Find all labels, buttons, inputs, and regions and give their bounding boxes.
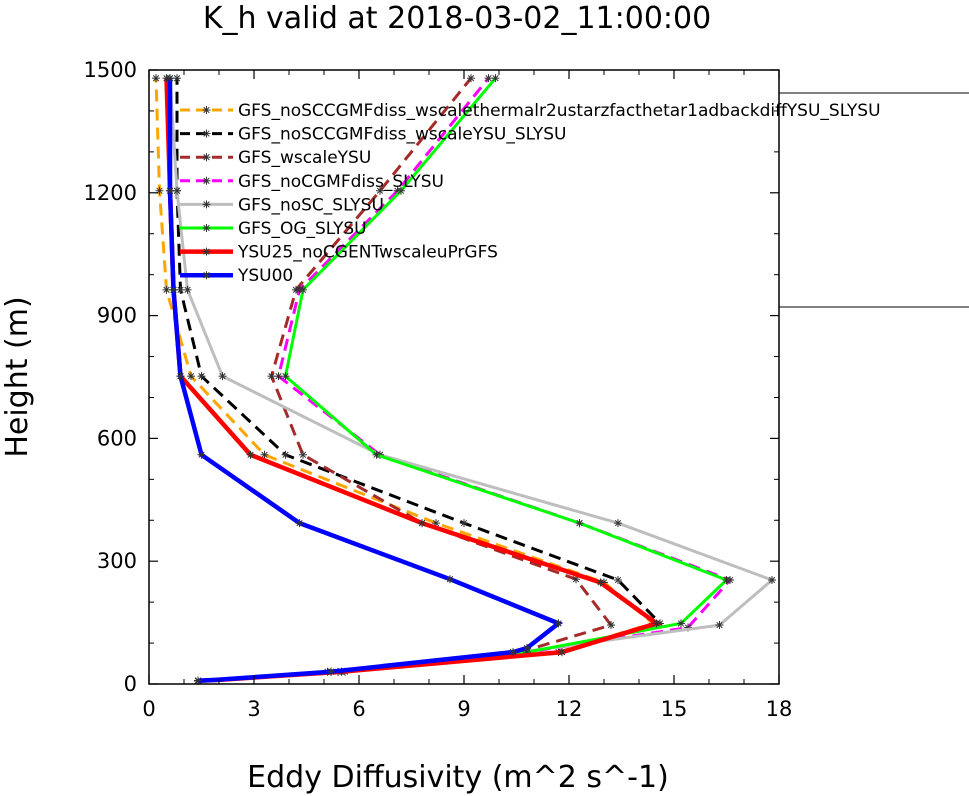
y-tick-label: 300: [97, 549, 137, 573]
series-4-marker: [183, 285, 192, 294]
series-1-marker: [460, 519, 468, 528]
series-0-marker: [152, 74, 160, 83]
y-tick-label: 600: [97, 426, 137, 450]
series-line-5: [197, 77, 730, 683]
series-1-marker: [281, 450, 290, 459]
series-1-marker: [173, 74, 181, 83]
series-4-marker: [614, 519, 622, 528]
series-7-marker: [509, 648, 517, 657]
x-tick-label: 3: [247, 697, 260, 721]
series-4-marker: [173, 186, 181, 195]
legend-label-5: GFS_OG_SLYSU: [238, 219, 367, 239]
series-7-marker: [197, 450, 206, 459]
series-4-marker: [715, 621, 724, 630]
series-0-marker: [187, 372, 195, 381]
ticks-layer: 0 3 6 9 12 15 18 0 300 600 900 1200 1500: [84, 58, 793, 721]
x-tick-label: 6: [352, 697, 365, 721]
series-7-marker: [169, 285, 178, 294]
series-5-marker: [397, 186, 405, 195]
series-line-2: [197, 77, 614, 683]
series-5-marker: [677, 619, 685, 628]
legend-label-1: GFS_noSCCGMFdiss_wscaleYSU_SLYSU: [238, 125, 566, 145]
series-2-marker: [299, 450, 307, 459]
series-1-marker: [614, 576, 622, 585]
series-6-marker: [652, 619, 661, 628]
series-6-marker: [596, 578, 605, 587]
series-6-marker: [558, 648, 566, 657]
series-5-marker: [722, 576, 731, 585]
series-5-marker: [372, 450, 381, 459]
series-6-marker: [418, 519, 426, 528]
series-5-marker: [281, 372, 290, 381]
legend-marker-2: [202, 153, 211, 162]
series-2-marker: [467, 74, 475, 83]
y-tick-label: 1200: [84, 181, 137, 205]
legend-label-2: GFS_wscaleYSU: [238, 148, 371, 168]
series-line-3: [197, 77, 733, 683]
y-tick-label: 0: [124, 672, 137, 696]
legend-label-7: YSU00: [237, 266, 293, 286]
series-7-marker: [295, 519, 304, 528]
series-7-marker: [554, 619, 563, 628]
legend-marker-6: [202, 247, 211, 256]
series-line-1: [175, 78, 663, 683]
series-7-marker: [166, 186, 174, 195]
legend-marker-3: [202, 176, 211, 185]
x-tick-label: 18: [766, 697, 793, 721]
series-2-marker: [607, 621, 615, 630]
legend-marker-0: [202, 106, 211, 114]
series-1-marker: [176, 285, 185, 294]
series-7-marker: [446, 575, 454, 584]
series-3-marker: [274, 372, 283, 381]
legend: GFS_noSCCGMFdiss_wscalethermalr2ustarzfa…: [180, 101, 881, 286]
x-tick-label: 9: [457, 697, 470, 721]
series-0-marker: [162, 285, 171, 294]
x-tick-label: 15: [661, 697, 688, 721]
series-7-marker: [327, 667, 335, 676]
series-line-4: [168, 78, 775, 683]
series-2-marker: [376, 186, 384, 195]
legend-label-0: GFS_noSCCGMFdiss_wscalethermalr2ustarzfa…: [238, 101, 881, 121]
series-7-marker: [176, 372, 185, 381]
series-3-marker: [484, 74, 493, 83]
series-0-marker: [155, 186, 164, 195]
y-tick-label: 900: [97, 304, 137, 328]
series-0-marker: [260, 450, 269, 459]
series-5-marker: [491, 74, 500, 83]
legend-marker-7: [202, 271, 211, 280]
series-5-marker: [299, 285, 307, 294]
series-5-marker: [575, 519, 584, 528]
legend-label-3: GFS_noCGMFdiss_SLYSU: [238, 172, 444, 192]
legend-marker-4: [202, 200, 211, 209]
series-4-marker: [768, 576, 776, 585]
series-7-marker: [166, 74, 174, 83]
x-tick-label: 0: [142, 697, 155, 721]
series-7-marker: [523, 643, 531, 652]
x-tick-label: 12: [556, 697, 583, 721]
legend-marker-1: [202, 129, 211, 138]
series-4-marker: [218, 372, 227, 381]
legend-marker-5: [202, 224, 211, 232]
chart-title: K_h valid at 2018-03-02_11:00:00: [203, 1, 711, 36]
series-1-marker: [197, 372, 206, 381]
series-2-marker: [267, 372, 276, 381]
legend-label-6: YSU25_noCGENTwscaleuPrGFS: [237, 243, 498, 263]
y-axis-title: Height (m): [0, 296, 35, 457]
legend-label-4: GFS_noSC_SLYSU: [238, 195, 384, 215]
y-tick-label: 1500: [84, 58, 137, 82]
x-axis-title: Eddy Diffusivity (m^2 s^-1): [247, 760, 669, 795]
series-6-marker: [246, 450, 255, 459]
